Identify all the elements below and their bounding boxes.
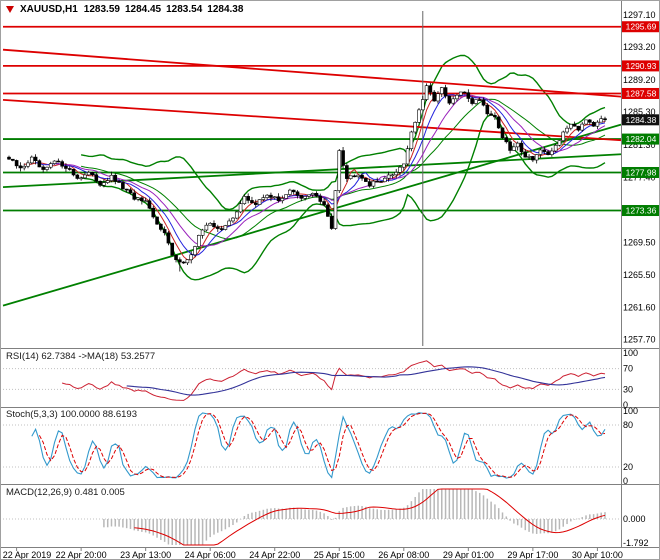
price-axis[interactable] <box>621 1 659 547</box>
time-tick-label: 29 Apr 17:00 <box>507 550 558 560</box>
price-tick-label: 1297.10 <box>623 10 656 20</box>
rsi-plot: 100 70 30 0 <box>3 348 638 410</box>
price-level-badge-label: 1295.69 <box>626 22 657 32</box>
time-axis[interactable] <box>1 547 659 559</box>
time-tick-label: 24 Apr 22:00 <box>249 550 300 560</box>
price-level-badge <box>622 133 659 145</box>
ohlc-values: 1283.59 1284.45 1283.54 1284.38 <box>84 4 244 15</box>
rsi-tick-label: 70 <box>623 364 633 374</box>
candles <box>7 82 607 272</box>
price-level-badge <box>622 205 659 217</box>
stoch-plot: 100 80 20 0 <box>3 406 638 486</box>
time-tick-label: 29 Apr 01:00 <box>443 550 494 560</box>
price-tick-label: 1257.70 <box>623 334 656 344</box>
time-tick-label: 30 Apr 10:00 <box>572 550 623 560</box>
price-tick-label: 1269.50 <box>623 237 656 247</box>
price-level-badge <box>622 21 659 33</box>
macd-indicator-label: MACD(12,26,9) 0.481 0.005 <box>6 487 125 498</box>
rsi-tick-label: 100 <box>623 348 638 358</box>
open-value: 1283.59 <box>83 4 120 15</box>
price-level-badge-label: 1290.93 <box>626 61 657 71</box>
rsi-tick-label: 30 <box>623 384 633 394</box>
price-level-badge-label: 1284.38 <box>626 115 657 125</box>
macd-tick-label: 0.000 <box>623 514 646 524</box>
price-tick-label: 1265.50 <box>623 270 656 280</box>
price-tick-label: 1289.20 <box>623 75 656 85</box>
macd-tick-label: -1.792 <box>623 538 649 548</box>
time-tick-label: 23 Apr 13:00 <box>120 550 171 560</box>
main-chart-area[interactable] <box>1 1 621 348</box>
trend-and-level-lines <box>2 11 622 346</box>
time-scale: 22 Apr 2019 22 Apr 20:00 23 Apr 13:00 24 Ap… <box>3 547 623 560</box>
price-level-badge-label: 1287.58 <box>626 88 657 98</box>
panel-separators <box>1 1 659 548</box>
symbol-period-label: XAUUSD,H1 <box>20 4 78 15</box>
stoch-tick-label: 100 <box>623 406 638 416</box>
price-level-badge <box>622 166 659 178</box>
time-tick-label: 22 Apr 2019 <box>3 550 52 560</box>
macd-plot: 0.000 -1.792 <box>3 488 649 548</box>
price-level-badge <box>622 60 659 72</box>
trendline <box>2 98 622 142</box>
price-scale: 1297.10 1293.20 1289.20 1285.30 1281.30 1277.… <box>622 10 659 344</box>
price-tick-label: 1261.60 <box>623 302 656 312</box>
stoch-tick-label: 20 <box>623 462 633 472</box>
high-value: 1284.45 <box>124 4 162 15</box>
stoch-tick-label: 0 <box>623 476 628 486</box>
time-tick-label: 22 Apr 20:00 <box>56 550 107 560</box>
price-level-badge-label: 1273.36 <box>626 206 657 216</box>
stoch-indicator-label: Stoch(5,3,3) 100.0000 88.6193 <box>6 409 137 420</box>
rsi-indicator-label: RSI(14) 62.7384 ->MA(18) 53.2577 <box>6 351 156 362</box>
low-value: 1283.54 <box>166 4 203 15</box>
chart-icon <box>6 6 14 13</box>
stoch-tick-label: 80 <box>623 420 633 430</box>
price-tick-label: 1285.30 <box>623 107 656 117</box>
price-tick-label: 1293.20 <box>623 42 656 52</box>
price-level-badge-label: 1277.98 <box>626 167 657 177</box>
chart-header: XAUUSD,H1 1283.59 1284.45 1283.54 1284.3… <box>6 4 243 15</box>
time-tick-label: 25 Apr 15:00 <box>314 550 365 560</box>
price-level-badge-label: 1282.04 <box>626 134 657 144</box>
trendline <box>2 48 622 98</box>
time-tick-label: 26 Apr 08:00 <box>378 550 429 560</box>
close-value: 1284.38 <box>207 4 244 15</box>
price-tick-label: 1281.30 <box>623 140 656 150</box>
rsi-tick-label: 0 <box>623 400 628 410</box>
time-tick-label: 24 Apr 06:00 <box>185 550 236 560</box>
price-level-badge <box>622 87 659 99</box>
trendline <box>2 123 622 307</box>
price-level-badge <box>622 114 659 126</box>
